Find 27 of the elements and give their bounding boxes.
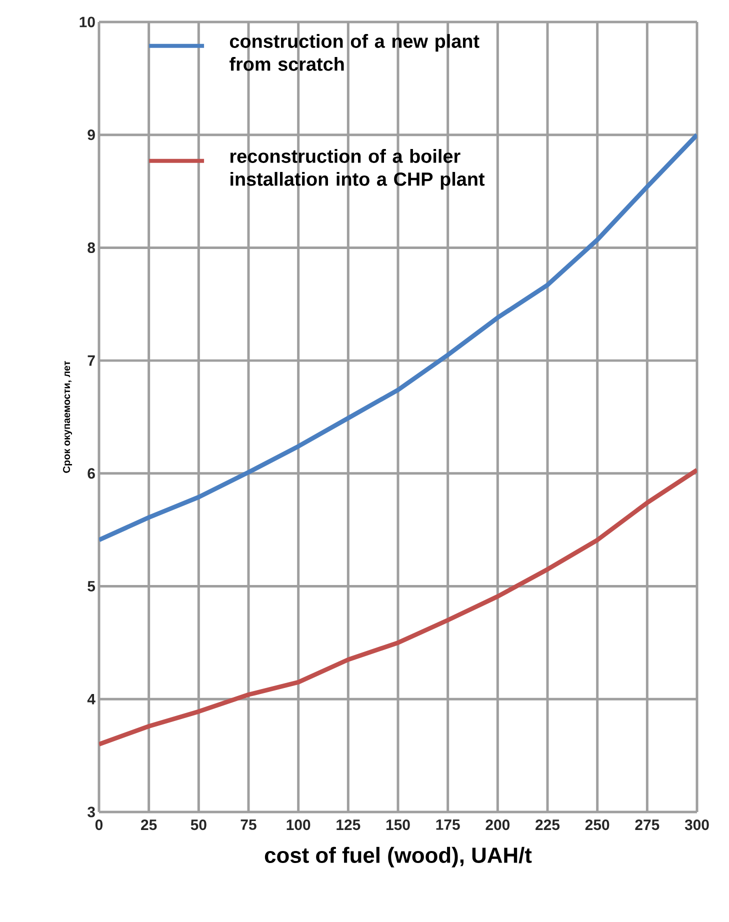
- legend-label: reconstruction of a boiler installation into a CHP plant: [230, 149, 485, 190]
- x-tick-label: 25: [141, 820, 157, 830]
- y-tick-label: 9: [88, 130, 95, 140]
- y-axis-title: Срок окупаемости, лет: [62, 361, 72, 473]
- legend-label: construction of a new plant from scratch: [230, 34, 480, 71]
- x-tick-label: 125: [336, 820, 360, 830]
- x-tick-label: 250: [585, 820, 610, 830]
- x-tick-label: 175: [436, 820, 460, 830]
- y-tick-label: 4: [87, 694, 96, 704]
- x-axis-title: cost of fuel (wood), UAH/t: [264, 846, 532, 868]
- x-tick-label: 300: [684, 820, 709, 830]
- x-tick-label: 225: [536, 820, 560, 830]
- x-tick-label: 200: [486, 820, 510, 830]
- x-tick-label: 100: [286, 820, 310, 830]
- y-tick-label: 3: [88, 806, 95, 818]
- x-tick-label: 50: [190, 820, 206, 830]
- y-tick-label: 6: [88, 468, 95, 479]
- y-tick-label: 5: [88, 581, 96, 592]
- x-tick-label: 75: [240, 820, 256, 830]
- line-series: [99, 468, 698, 747]
- x-tick-label: 150: [386, 820, 410, 830]
- y-tick-label: 8: [88, 242, 96, 253]
- line-series: [99, 132, 698, 542]
- x-tick-label: 275: [635, 820, 660, 830]
- x-tick-label: 0: [95, 820, 103, 830]
- y-tick-label: 10: [80, 16, 95, 28]
- y-tick-label: 7: [88, 355, 95, 366]
